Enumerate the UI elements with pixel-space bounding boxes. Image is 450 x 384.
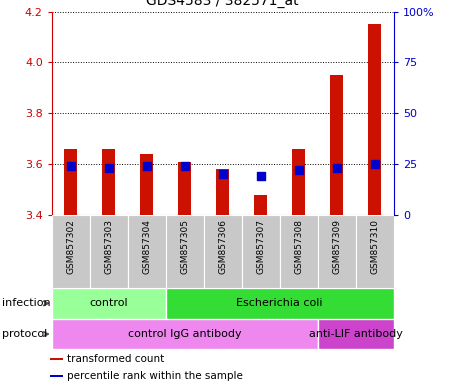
Bar [280, 215, 318, 288]
Text: GSM857309: GSM857309 [332, 219, 341, 274]
Title: GDS4583 / 382571_at: GDS4583 / 382571_at [146, 0, 299, 8]
Text: Escherichia coli: Escherichia coli [237, 298, 323, 308]
Bar [128, 215, 166, 288]
Text: GSM857308: GSM857308 [294, 219, 303, 274]
Point [181, 163, 189, 169]
Bar [50, 358, 63, 359]
Text: percentile rank within the sample: percentile rank within the sample [68, 371, 243, 381]
Bar [368, 24, 382, 215]
Text: GSM857306: GSM857306 [218, 219, 227, 274]
Bar [242, 215, 280, 288]
Point [67, 163, 74, 169]
Text: transformed count: transformed count [68, 354, 165, 364]
Bar [292, 149, 306, 215]
Text: protocol: protocol [2, 329, 48, 339]
Bar [318, 319, 394, 349]
Bar [52, 319, 318, 349]
Bar [318, 215, 356, 288]
Text: GSM857304: GSM857304 [142, 219, 151, 273]
Point [295, 167, 302, 173]
Point [333, 165, 340, 171]
Bar [90, 215, 128, 288]
Point [257, 173, 264, 179]
Point [219, 171, 226, 177]
Point [105, 165, 112, 171]
Text: anti-LIF antibody: anti-LIF antibody [309, 329, 403, 339]
Text: control IgG antibody: control IgG antibody [128, 329, 242, 339]
Text: GSM857307: GSM857307 [256, 219, 265, 274]
Text: GSM857305: GSM857305 [180, 219, 189, 274]
Text: infection: infection [2, 298, 51, 308]
Text: GSM857302: GSM857302 [66, 219, 75, 273]
Bar [102, 149, 115, 215]
Point [143, 163, 150, 169]
Text: control: control [90, 298, 128, 308]
Bar [216, 169, 230, 215]
Bar [166, 288, 394, 319]
Text: GSM857310: GSM857310 [370, 219, 379, 274]
Text: GSM857303: GSM857303 [104, 219, 113, 274]
Bar [140, 154, 153, 215]
Bar [330, 75, 343, 215]
Bar [204, 215, 242, 288]
Bar [356, 215, 394, 288]
Point [371, 161, 378, 167]
Bar [52, 288, 166, 319]
Bar [50, 375, 63, 377]
Bar [166, 215, 204, 288]
Bar [64, 149, 77, 215]
Bar [178, 162, 191, 215]
Bar [254, 195, 267, 215]
Bar [52, 215, 90, 288]
